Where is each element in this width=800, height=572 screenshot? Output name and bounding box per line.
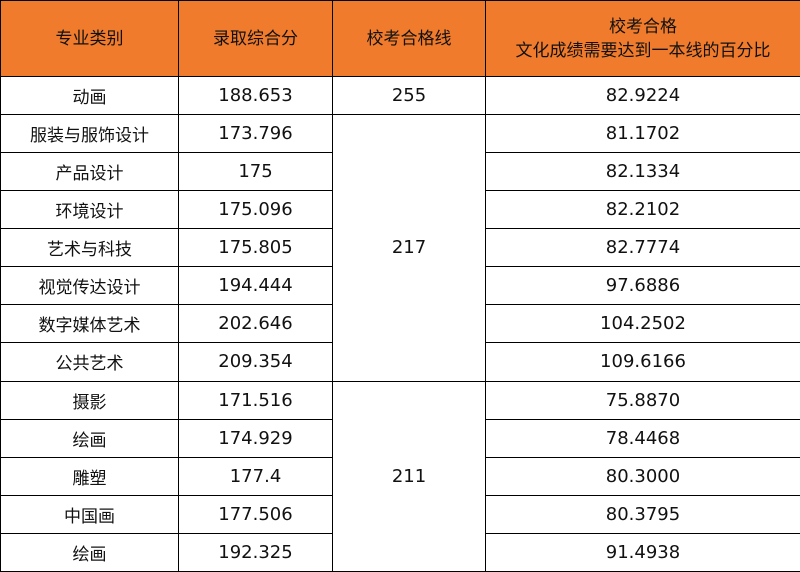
major-cell: 中国画 [0,494,179,534]
major-cell: 雕塑 [0,456,179,496]
ratio-cell: 97.6886 [485,266,800,306]
header-ratio: 校考合格 文化成绩需要达到一本线的百分比 [485,0,800,77]
line-cell: 255 [332,75,486,116]
ratio-cell: 82.7774 [485,228,800,268]
table-row: 视觉传达设计 194.444 97.6886 [0,266,800,306]
table-row: 数字媒体艺术 202.646 104.2502 [0,304,800,344]
table-row: 服装与服饰设计 173.796 217 81.1702 [0,114,800,382]
score-cell: 188.653 [178,75,333,116]
score-cell: 175 [178,152,333,192]
header-major: 专业类别 [0,0,179,77]
score-cell: 175.805 [178,228,333,268]
header-line: 校考合格线 [332,0,486,77]
major-cell: 公共艺术 [0,342,179,382]
major-cell: 视觉传达设计 [0,266,179,306]
ratio-cell: 78.4468 [485,418,800,458]
ratio-cell: 104.2502 [485,304,800,344]
ratio-cell: 82.1334 [485,152,800,192]
ratio-cell: 81.1702 [485,114,800,154]
major-cell: 环境设计 [0,190,179,230]
header-score: 录取综合分 [178,0,333,77]
score-cell: 209.354 [178,342,333,382]
score-cell: 192.325 [178,532,333,572]
major-cell: 绘画 [0,532,179,572]
ratio-cell: 80.3000 [485,456,800,496]
header-ratio-line2: 文化成绩需要达到一本线的百分比 [515,40,771,61]
table-row: 环境设计 175.096 82.2102 [0,190,800,230]
major-cell: 服装与服饰设计 [0,114,179,154]
score-cell: 174.929 [178,418,333,458]
major-cell: 数字媒体艺术 [0,304,179,344]
header-ratio-line1: 校考合格 [609,16,677,37]
ratio-cell: 75.8870 [485,380,800,420]
major-cell: 艺术与科技 [0,228,179,268]
table-row: 摄影 171.516 211 75.8870 [0,380,800,572]
ratio-cell: 80.3795 [485,494,800,534]
table-row: 公共艺术 209.354 109.6166 [0,342,800,382]
score-cell: 175.096 [178,190,333,230]
table-row: 绘画 174.929 78.4468 [0,418,800,458]
score-cell: 194.444 [178,266,333,306]
score-cell: 202.646 [178,304,333,344]
major-cell: 动画 [0,75,179,116]
table-body: 动画 188.653 255 82.9224 服装与服饰设计 173.796 2… [0,75,800,572]
score-cell: 177.4 [178,456,333,496]
table-row: 中国画 177.506 80.3795 [0,494,800,534]
major-cell: 产品设计 [0,152,179,192]
line-cell: 217 [332,114,486,382]
ratio-cell: 91.4938 [485,532,800,572]
major-cell: 绘画 [0,418,179,458]
table-row: 艺术与科技 175.805 82.7774 [0,228,800,268]
header-row: 专业类别 录取综合分 校考合格线 校考合格 文化成绩需要达到一本线的百分比 [0,0,800,77]
table-row: 雕塑 177.4 80.3000 [0,456,800,496]
score-cell: 173.796 [178,114,333,154]
score-cell: 171.516 [178,380,333,420]
line-cell: 211 [332,380,486,572]
score-cell: 177.506 [178,494,333,534]
ratio-cell: 82.2102 [485,190,800,230]
ratio-cell: 82.9224 [485,75,800,116]
table-header: 专业类别 录取综合分 校考合格线 校考合格 文化成绩需要达到一本线的百分比 [0,0,800,77]
major-cell: 摄影 [0,380,179,420]
table-row: 绘画 192.325 91.4938 [0,532,800,572]
ratio-cell: 109.6166 [485,342,800,382]
table-row: 动画 188.653 255 82.9224 [0,75,800,116]
